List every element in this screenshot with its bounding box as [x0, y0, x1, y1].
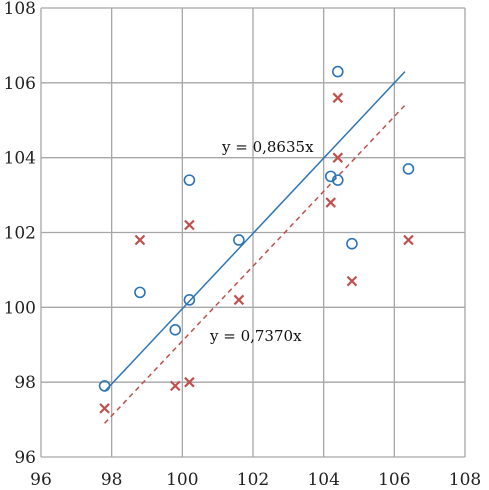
- point-cross: [403, 234, 414, 246]
- trendlines: [104, 71, 406, 424]
- y-tick-label: 104: [4, 149, 36, 169]
- y-tick-label: 106: [4, 74, 36, 94]
- x-tick-label: 106: [378, 470, 410, 490]
- point-cross: [346, 275, 358, 287]
- point-cross-stroke: [184, 219, 195, 231]
- point-cross: [99, 403, 110, 414]
- point-circle: [183, 174, 196, 186]
- trendline-equation-crosses: y = 0,7370x: [209, 327, 302, 345]
- point-cross: [184, 219, 195, 231]
- point-circle: [233, 234, 245, 246]
- x-tick-label: 100: [166, 470, 198, 490]
- trendline-equation-circles: y = 0,8635x: [221, 138, 314, 156]
- y-tick-label: 96: [14, 448, 36, 468]
- trendline-circles: [104, 71, 406, 393]
- point-cross-stroke: [346, 275, 358, 287]
- point-cross: [332, 92, 344, 104]
- y-tick-label: 108: [4, 0, 36, 19]
- tick-labels: 96 98 100 102 104 106 108 96 98 100 102 104 106 108: [4, 0, 482, 490]
- trendline-crosses: [104, 104, 406, 424]
- point-cross-stroke: [403, 234, 414, 246]
- point-circle: [183, 294, 196, 306]
- point-circle: [98, 380, 111, 392]
- x-tick-label: 108: [449, 470, 481, 490]
- x-tick-label: 96: [30, 470, 52, 490]
- y-tick-label: 98: [14, 373, 36, 393]
- point-cross-stroke: [99, 403, 110, 414]
- x-tick-label: 102: [237, 470, 269, 490]
- point-cross-stroke: [134, 234, 146, 246]
- point-cross: [325, 197, 337, 208]
- point-cross: [134, 234, 146, 246]
- point-cross: [184, 376, 195, 388]
- point-cross-stroke: [332, 92, 344, 104]
- point-cross-stroke: [169, 380, 181, 392]
- y-tick-label: 100: [4, 298, 36, 318]
- point-cross: [332, 152, 344, 163]
- point-cross: [169, 380, 181, 392]
- point-cross-stroke: [325, 197, 337, 208]
- point-circle: [134, 286, 146, 299]
- point-circle: [346, 237, 358, 250]
- x-tick-label: 104: [307, 470, 339, 490]
- point-cross: [233, 294, 245, 306]
- point-cross-stroke: [332, 152, 344, 163]
- point-circle: [331, 174, 344, 186]
- point-circle: [169, 323, 182, 336]
- x-tick-label: 98: [101, 470, 123, 490]
- point-circle: [331, 65, 344, 78]
- point-cross-stroke: [233, 294, 245, 306]
- data-points: [98, 65, 415, 414]
- point-cross-stroke: [184, 376, 195, 388]
- point-circle: [402, 163, 415, 175]
- y-tick-label: 102: [4, 224, 36, 244]
